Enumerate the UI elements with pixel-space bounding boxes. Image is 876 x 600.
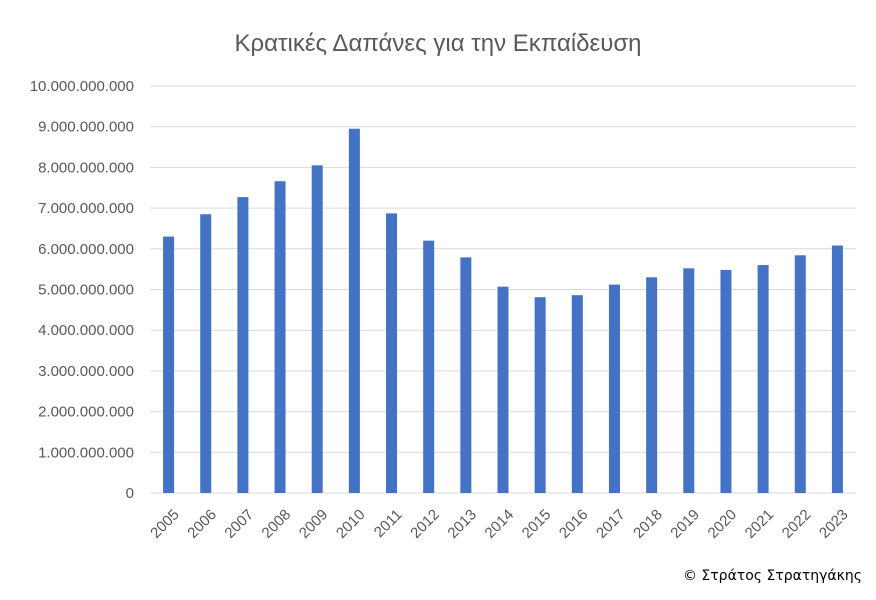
x-tick-label: 2019 xyxy=(667,506,703,542)
x-tick-label: 2021 xyxy=(742,506,778,542)
x-tick-label: 2023 xyxy=(816,506,852,542)
bar-2016 xyxy=(571,295,583,493)
x-tick-label: 2020 xyxy=(705,506,741,542)
bar-2019 xyxy=(683,268,695,493)
bar-2014 xyxy=(497,286,509,493)
copyright-credit: © Στράτος Στρατηγάκης xyxy=(682,568,862,584)
x-tick-label: 2014 xyxy=(482,506,518,542)
bar-2015 xyxy=(534,297,546,493)
y-tick-label: 5.000.000.000 xyxy=(38,282,134,299)
y-tick-label: 7.000.000.000 xyxy=(38,200,134,217)
bar-2021 xyxy=(757,265,769,493)
x-tick-label: 2017 xyxy=(593,506,629,542)
y-tick-label: 1.000.000.000 xyxy=(38,444,134,461)
bar-2022 xyxy=(794,255,806,493)
y-tick-label: 10.000.000.000 xyxy=(30,78,134,95)
x-tick-label: 2006 xyxy=(184,506,220,542)
x-tick-label: 2008 xyxy=(259,506,295,542)
bar-2018 xyxy=(646,277,658,493)
x-tick-label: 2005 xyxy=(147,506,183,542)
x-tick-label: 2016 xyxy=(556,506,592,542)
y-tick-label: 8.000.000.000 xyxy=(38,159,134,176)
bar-2017 xyxy=(608,284,620,493)
x-tick-label: 2022 xyxy=(779,506,815,542)
bar-2020 xyxy=(720,269,732,493)
bar-2012 xyxy=(423,240,435,493)
bar-2011 xyxy=(386,213,398,494)
y-tick-label: 3.000.000.000 xyxy=(38,363,134,380)
x-tick-label: 2018 xyxy=(630,506,666,542)
bar-2005 xyxy=(163,236,175,493)
y-tick-label: 9.000.000.000 xyxy=(38,119,134,136)
bar-2006 xyxy=(200,214,212,493)
y-tick-label: 6.000.000.000 xyxy=(38,241,134,258)
x-tick-label: 2010 xyxy=(333,506,369,542)
x-tick-label: 2013 xyxy=(444,506,480,542)
x-tick-label: 2009 xyxy=(296,506,332,542)
y-tick-label: 4.000.000.000 xyxy=(38,322,134,339)
chart-title: Κρατικές Δαπάνες για την Εκπαίδευση xyxy=(234,30,642,57)
y-tick-label: 0 xyxy=(126,485,134,502)
bars xyxy=(163,128,843,494)
bar-2008 xyxy=(274,181,286,493)
x-tick-label: 2015 xyxy=(519,506,555,542)
y-axis-ticks: 0 1.000.000.000 2.000.000.000 3.000.000.000… xyxy=(30,78,134,502)
x-tick-label: 2012 xyxy=(407,506,443,542)
bar-2007 xyxy=(237,197,249,493)
y-tick-label: 2.000.000.000 xyxy=(38,404,134,421)
bar-2013 xyxy=(460,257,472,493)
x-axis-ticks: 2005 2006 2007 2008 2009 2010 2011 2012 2013 2014… xyxy=(147,506,851,542)
bar-2009 xyxy=(311,165,323,494)
bar-2010 xyxy=(348,128,360,494)
x-tick-label: 2007 xyxy=(221,506,257,542)
x-tick-label: 2011 xyxy=(371,506,406,541)
bar-2023 xyxy=(831,245,843,493)
